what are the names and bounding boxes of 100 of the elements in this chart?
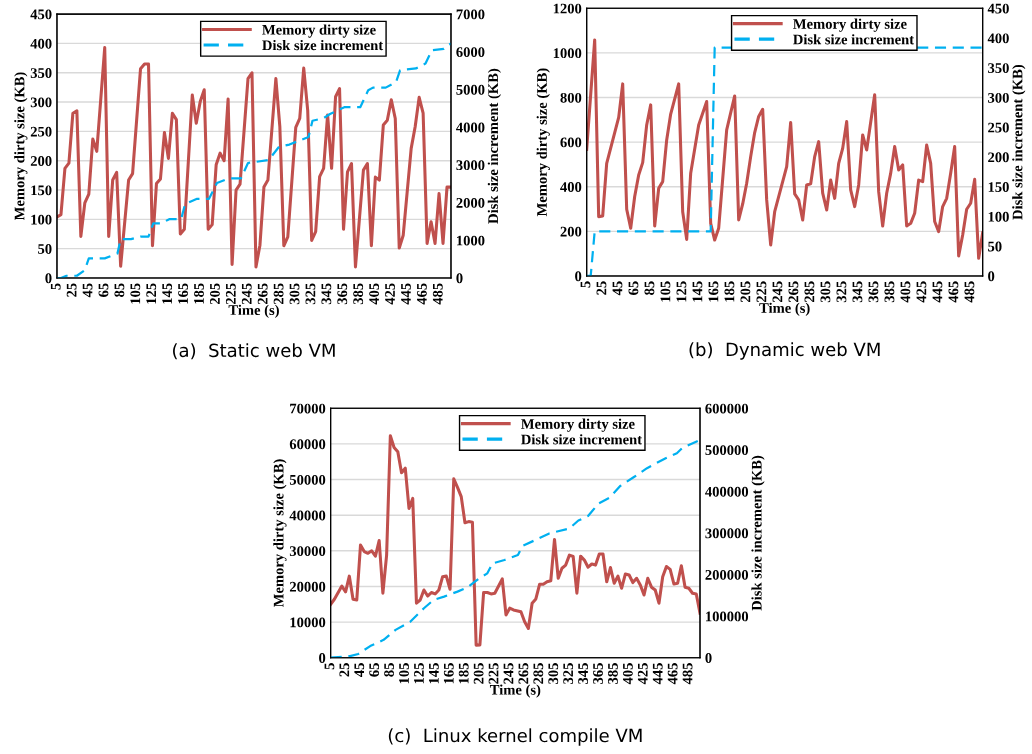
x-tick-label: 345 <box>852 281 863 303</box>
x-tick-label: 305 <box>289 283 300 305</box>
x-tick-label: 65 <box>98 283 109 297</box>
y-tick-label: 40000 <box>289 510 326 521</box>
y2-tick-label: 300 <box>988 92 1009 103</box>
x-tick-label: 245 <box>241 283 252 305</box>
x-tick-label: 225 <box>756 281 767 303</box>
x-tick-label: 385 <box>353 283 364 305</box>
y2-axis-title: Disk size increment (KB) <box>487 68 502 224</box>
x-tick-label: 385 <box>608 663 618 684</box>
legend-label: Memory dirty size <box>521 418 635 432</box>
y2-tick-label: 0 <box>988 271 995 282</box>
x-tick-label: 105 <box>660 281 671 302</box>
x-tick-label: 85 <box>114 283 125 297</box>
x-tick-label: 105 <box>130 283 141 304</box>
x-tick-label: 325 <box>563 663 574 684</box>
x-tick-label: 65 <box>628 281 639 295</box>
y-tick-label: 20000 <box>289 581 326 592</box>
y2-tick-label: 100000 <box>706 611 749 622</box>
x-tick-label: 105 <box>399 663 409 684</box>
x-tick-label: 365 <box>593 663 603 684</box>
x-tick-label: 165 <box>443 663 454 684</box>
y2-tick-label: 7000 <box>456 9 485 20</box>
x-tick-label: 425 <box>385 283 395 305</box>
y2-tick-label: 100 <box>988 211 1009 222</box>
text: (c) Linux kernel compile VM <box>388 728 642 746</box>
x-tick-label: 85 <box>644 281 655 295</box>
y2-tick-label: 400 <box>987 33 1009 44</box>
x-tick-label: 145 <box>429 663 439 684</box>
y-axis-title: Memory dirty size (KB) <box>273 459 287 608</box>
x-tick-label: 205 <box>473 663 484 684</box>
y-tick-label: 600 <box>560 137 582 148</box>
y-tick-label: 50000 <box>289 474 326 485</box>
x-tick-label: 345 <box>321 283 332 305</box>
x-tick-label: 205 <box>740 281 751 303</box>
y-tick-label: 150 <box>31 185 52 196</box>
y-tick-label: 400 <box>560 182 582 192</box>
x-tick-label: 465 <box>667 663 678 685</box>
x-tick-label: 45 <box>612 281 623 296</box>
y2-axis-title: Disk size increment (KB) <box>1012 64 1026 220</box>
x-tick-label: 445 <box>652 663 663 685</box>
x-tick-label: 405 <box>369 283 380 305</box>
y-tick-label: 70000 <box>290 403 326 414</box>
y-tick-label: 0 <box>319 653 326 663</box>
x-tick-label: 485 <box>682 663 693 685</box>
y2-tick-label: 600000 <box>705 403 749 414</box>
y-tick-label: 50 <box>38 244 52 254</box>
x-tick-label: 5 <box>324 663 335 670</box>
x-tick-label: 445 <box>401 283 411 305</box>
x-tick-label: 265 <box>788 281 799 303</box>
x-tick-label: 485 <box>432 283 443 305</box>
y2-tick-label: 350 <box>988 63 1009 73</box>
x-tick-label: 145 <box>692 281 703 302</box>
y-tick-label: 10000 <box>290 617 326 628</box>
x-tick-label: 185 <box>194 283 204 304</box>
y-tick-label: 300 <box>30 97 52 108</box>
y-tick-label: 400 <box>30 38 52 49</box>
x-tick-label: 125 <box>414 663 424 684</box>
x-tick-label: 385 <box>884 281 895 303</box>
x-axis-title: Time (s) <box>759 302 810 316</box>
x-tick-label: 125 <box>676 281 687 302</box>
x-tick-label: 145 <box>162 283 173 304</box>
x-tick-label: 285 <box>273 283 284 305</box>
y-axis-title: Memory dirty size (KB) <box>536 68 550 217</box>
y-tick-label: 0 <box>575 271 582 282</box>
x-tick-label: 485 <box>964 281 975 303</box>
legend-label: Memory dirty size <box>262 24 376 38</box>
y2-tick-label: 50 <box>988 241 1002 252</box>
x-tick-label: 25 <box>339 663 350 677</box>
y2-tick-label: 4000 <box>456 122 485 133</box>
text: (b) Dynamic web VM <box>689 342 880 360</box>
x-axis-title: Time (s) <box>489 684 541 698</box>
x-tick-label: 45 <box>82 283 93 298</box>
y-tick-label: 30000 <box>289 546 326 557</box>
x-tick-label: 425 <box>916 281 927 303</box>
x-tick-label: 265 <box>257 283 268 305</box>
y-tick-label: 350 <box>30 68 52 78</box>
x-tick-label: 445 <box>932 281 943 303</box>
x-tick-label: 5 <box>580 281 591 288</box>
legend-label: Disk size increment <box>793 34 914 45</box>
x-tick-label: 45 <box>354 663 365 677</box>
y2-tick-label: 300000 <box>705 528 749 539</box>
legend-label: Disk size increment <box>521 434 642 445</box>
y2-tick-label: 0 <box>456 273 463 284</box>
x-tick-label: 405 <box>900 281 911 303</box>
x-tick-label: 365 <box>337 283 348 305</box>
y-tick-label: 800 <box>560 92 582 103</box>
y2-tick-label: 200 <box>988 152 1009 163</box>
x-tick-label: 85 <box>384 663 394 677</box>
x-tick-label: 305 <box>820 281 831 303</box>
x-tick-label: 225 <box>225 283 236 305</box>
text: (a) Static web VM <box>173 343 335 360</box>
x-tick-label: 245 <box>772 281 783 303</box>
x-tick-label: 465 <box>416 283 427 305</box>
x-tick-label: 245 <box>503 663 514 684</box>
x-tick-label: 265 <box>518 663 529 684</box>
y-tick-label: 200 <box>560 226 582 237</box>
x-tick-label: 125 <box>146 283 157 304</box>
y2-axis-title: Disk size increment (KB) <box>751 455 765 611</box>
y2-tick-label: 450 <box>987 3 1009 14</box>
